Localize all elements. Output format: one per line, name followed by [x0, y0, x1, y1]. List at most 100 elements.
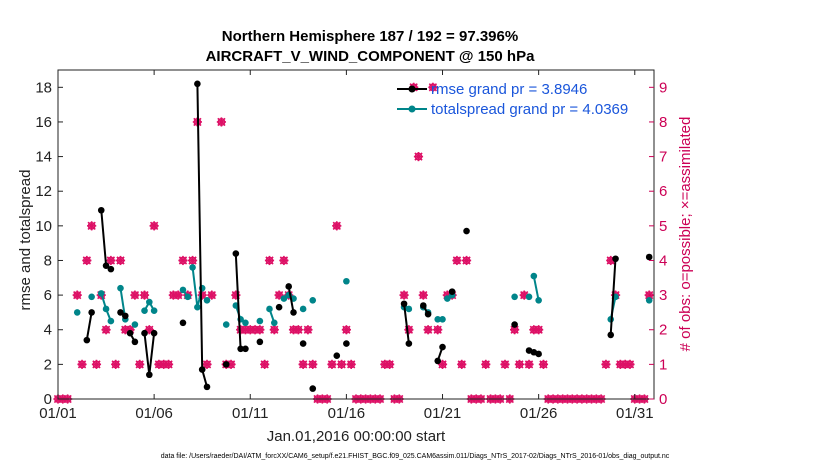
y-tick-label: 6 — [44, 287, 52, 304]
rmse-point — [424, 310, 432, 318]
y2-tick-label: 4 — [659, 252, 667, 269]
rmse-point — [299, 340, 307, 347]
y-tick-label: 12 — [35, 183, 52, 200]
obs-assimilated-point — [264, 255, 275, 266]
obs-assimilated-point — [135, 359, 145, 369]
rmse-line-segment — [403, 303, 410, 344]
rmse-point — [102, 262, 110, 269]
y2-tick-label: 1 — [659, 356, 667, 373]
totalspread-point — [266, 305, 273, 313]
plot-area — [58, 70, 654, 399]
totalspread-point — [146, 298, 153, 306]
rmse-point — [131, 338, 139, 346]
rmse-point — [107, 265, 115, 273]
totalspread-point — [189, 264, 196, 271]
totalspread-point — [530, 272, 538, 280]
obs-assimilated-point — [255, 325, 265, 335]
totalspread-point — [444, 295, 451, 302]
legend-totalspread-marker — [408, 105, 416, 113]
rmse-point — [83, 336, 91, 344]
rmse-point — [434, 357, 442, 365]
obs-assimilated-point — [279, 255, 289, 266]
rmse-line-segment — [609, 258, 617, 335]
obs-assimilated-point — [163, 359, 174, 369]
totalspread-point — [141, 307, 148, 314]
rmse-point — [343, 340, 350, 347]
rmse-point — [222, 361, 230, 368]
rmse-point — [146, 371, 153, 379]
x-tick-label: 01/06 — [135, 405, 173, 422]
totalspread-point — [184, 293, 192, 301]
rmse-point — [612, 255, 619, 263]
obs-assimilated-point — [346, 359, 356, 369]
obs-assimilated-point — [500, 359, 510, 369]
y2-tick-label: 3 — [659, 287, 667, 304]
obs-assimilated-point — [336, 359, 347, 369]
legend-rmse-label: rmse grand pr = 3.8946 — [431, 81, 587, 98]
obs-assimilated-point — [106, 255, 116, 266]
obs-assimilated-point — [327, 359, 337, 369]
obs-assimilated-point — [385, 359, 395, 369]
x-tick-label: 01/16 — [328, 405, 366, 422]
x-tick-label: 01/01 — [39, 405, 77, 422]
obs-assimilated-point — [216, 117, 227, 127]
totalspread-point — [434, 316, 442, 323]
totalspread-point — [203, 297, 211, 304]
obs-assimilated-point — [332, 221, 342, 231]
totalspread-point — [280, 295, 288, 302]
totalspread-point — [73, 309, 81, 316]
x-tick-label: 01/21 — [424, 405, 462, 422]
obs-assimilated-point — [428, 82, 438, 92]
legend: rmse grand pr = 3.8946 totalspread grand… — [397, 81, 628, 118]
rmse-point — [232, 250, 240, 257]
y-tick-label: 4 — [44, 322, 52, 339]
totalspread-point — [117, 284, 124, 292]
totalspread-point — [525, 293, 533, 301]
y-tick-label: 16 — [35, 114, 52, 131]
obs-assimilated-point — [77, 359, 87, 369]
obs-assimilated-point — [173, 290, 183, 300]
obs-assimilated-point — [187, 255, 198, 266]
legend-rmse-marker — [408, 85, 416, 93]
obs-assimilated-point — [481, 359, 491, 369]
rmse-point — [275, 303, 283, 311]
totalspread-point — [107, 317, 115, 325]
obs-assimilated-point — [341, 325, 351, 335]
obs-assimilated-point — [418, 290, 428, 300]
rmse-point — [309, 385, 317, 392]
rmse-point — [256, 338, 264, 346]
totalspread-point — [511, 293, 518, 301]
obs-assimilated-point — [260, 359, 270, 369]
rmse-point — [237, 345, 244, 353]
y-axis-label: rmse and totalspread — [17, 170, 34, 311]
obs-assimilated-point — [457, 359, 467, 369]
totalspread-point — [535, 297, 542, 304]
obs-assimilated-point — [72, 290, 82, 300]
rmse-point — [419, 302, 427, 309]
totalspread-point — [242, 319, 249, 327]
obs-assimilated-point — [298, 359, 308, 369]
x-tick-label: 01/26 — [520, 405, 558, 422]
rmse-point — [333, 352, 341, 360]
legend-totalspread-label: totalspread grand pr = 4.0369 — [431, 101, 628, 118]
obs-assimilated-point — [452, 255, 462, 266]
y2-tick-label: 9 — [659, 79, 667, 96]
y2-tick-label: 0 — [659, 391, 667, 408]
y2-axis-label: # of obs: o=possible; ×=assimilated — [677, 117, 694, 352]
totalspread-point — [439, 316, 446, 323]
rmse-point — [121, 312, 129, 320]
obs-assimilated-point — [293, 325, 303, 335]
totalspread-point — [222, 321, 230, 328]
chart-title-line2: AIRCRAFT_V_WIND_COMPONENT @ 150 hPa — [206, 48, 536, 65]
totalspread-point — [131, 321, 139, 328]
rmse-point — [198, 366, 206, 373]
rmse-point — [179, 319, 187, 327]
rmse-point — [242, 345, 249, 353]
rmse-line-segment — [287, 286, 295, 313]
obs-assimilated-point — [87, 221, 97, 231]
y-tick-label: 0 — [44, 391, 52, 408]
obs-assimilated-point — [178, 255, 188, 266]
rmse-point — [88, 309, 95, 316]
